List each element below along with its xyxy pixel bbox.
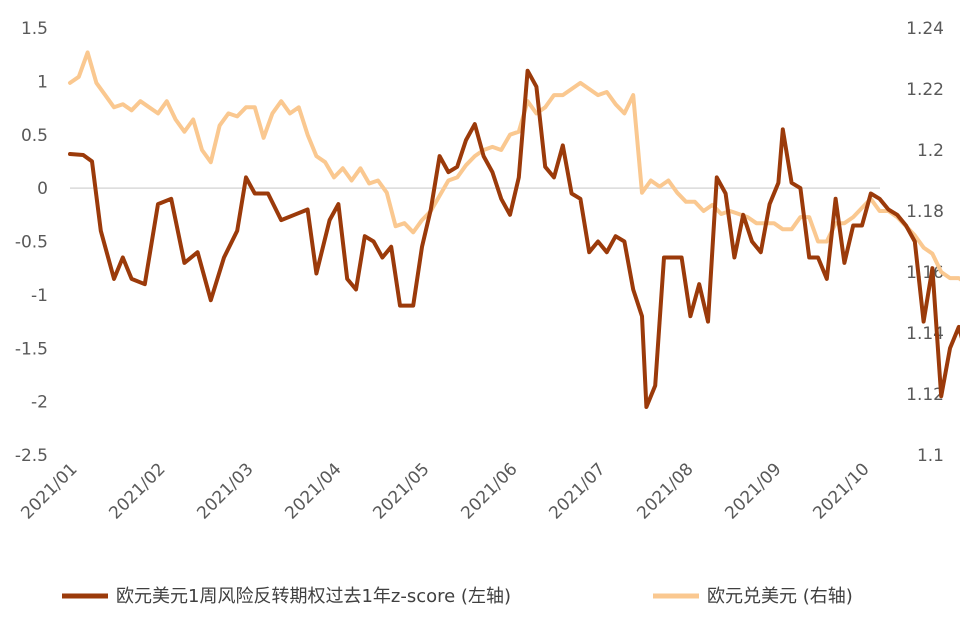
series-layer [68,50,960,409]
x-axis-ticks: 2021/01 2021/02 2021/03 2021/04 2021/05 2021/… [17,459,873,523]
legend: 欧元美元1周风险反转期权过去1年z-score (左轴) 欧元兑美元 (右轴) [62,586,853,607]
right-tick-label: 1.2 [917,141,944,161]
x-tick-label: 2021/10 [809,459,873,523]
left-tick-label: -1.5 [15,339,48,359]
right-tick-label: 1.22 [906,80,944,100]
legend-item-zscore: 欧元美元1周风险反转期权过去1年z-score (左轴) [62,586,511,607]
left-tick-label: 0 [37,179,48,199]
x-tick-label: 2021/07 [545,459,609,523]
legend-label-eurusd: 欧元兑美元 (右轴) [707,586,853,607]
x-tick-label: 2021/03 [193,459,257,523]
legend-item-eurusd: 欧元兑美元 (右轴) [653,586,853,607]
left-tick-label: 1.5 [21,19,48,39]
x-tick-label: 2021/04 [281,459,345,523]
legend-label-zscore: 欧元美元1周风险反转期权过去1年z-score (左轴) [116,586,511,607]
left-tick-label: -2.5 [15,446,48,466]
x-tick-label: 2021/08 [633,459,697,523]
right-tick-label: 1.1 [917,446,944,466]
x-tick-label: 2021/01 [17,459,81,523]
left-tick-label: -1 [31,286,48,306]
x-tick-label: 2021/09 [721,459,785,523]
right-tick-label: 1.14 [906,324,944,344]
x-tick-label: 2021/06 [457,459,521,523]
right-axis-ticks: 1.241.221.21.181.161.141.121.1 [906,19,944,466]
right-tick-label: 1.24 [906,19,944,39]
left-tick-label: -2 [31,393,48,413]
series-line-eurusd [68,50,960,282]
x-tick-label: 2021/05 [369,459,433,523]
left-tick-label: 1 [37,72,48,92]
left-axis-ticks: 1.5 1 0.5 0 -0.5 -1 -1.5 -2 -2.5 [15,19,48,466]
series-line-zscore [68,68,960,409]
left-tick-label: -0.5 [15,233,48,253]
right-tick-label: 1.18 [906,202,944,222]
x-tick-label: 2021/02 [105,459,169,523]
left-tick-label: 0.5 [21,126,48,146]
right-tick-label: 1.12 [906,385,944,405]
